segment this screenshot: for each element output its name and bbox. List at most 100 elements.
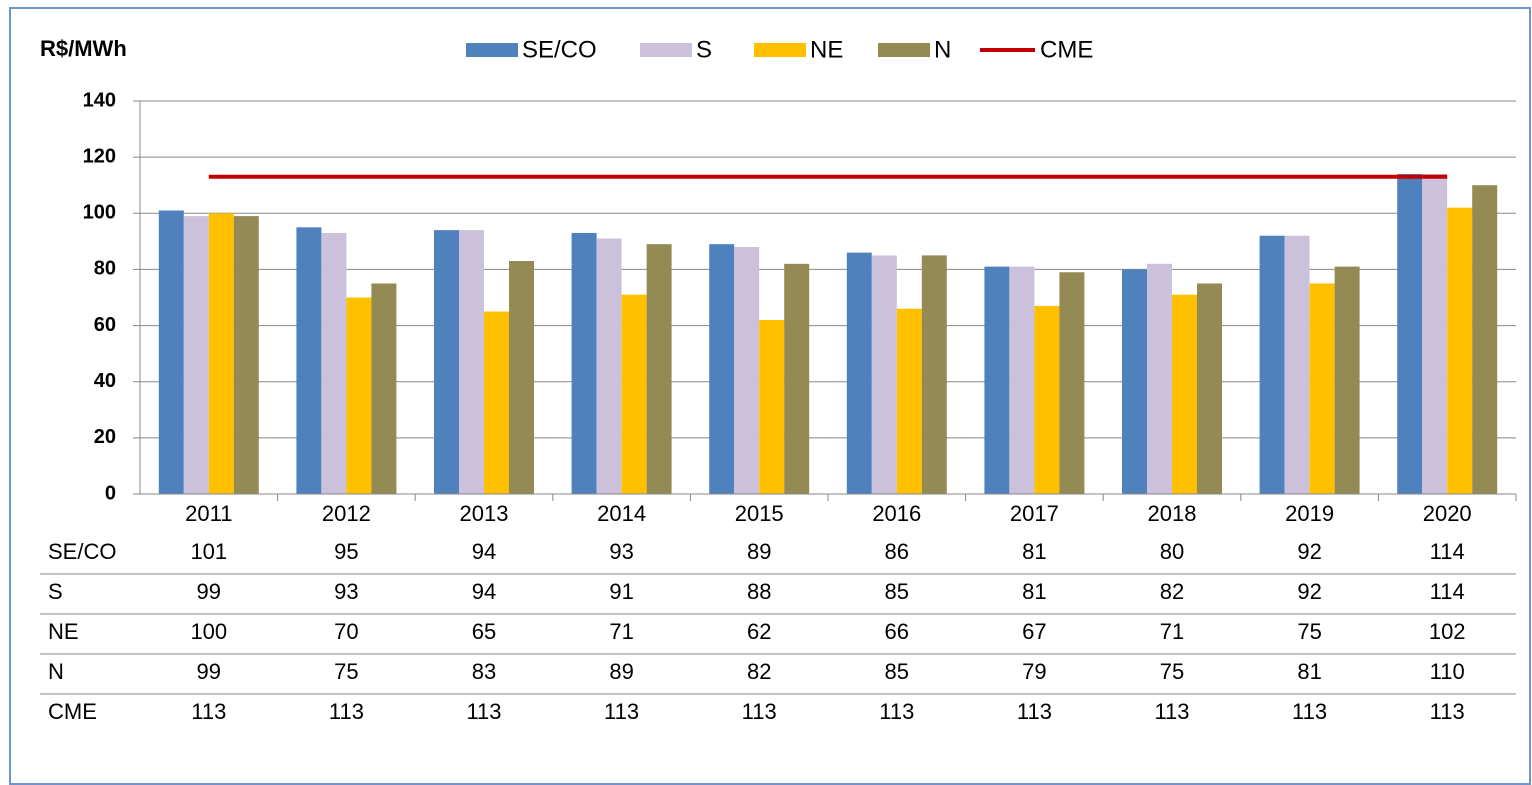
legend-label: NE	[810, 36, 843, 63]
bar	[1172, 294, 1197, 494]
bar	[896, 308, 922, 494]
table-cell: 79	[1022, 659, 1046, 684]
table-cell: 81	[1022, 539, 1046, 564]
table-cell: 71	[609, 619, 633, 644]
x-tick-label: 2016	[872, 501, 921, 526]
table-cell: 88	[747, 579, 771, 604]
table-cell: 99	[197, 659, 221, 684]
table-cell: 95	[334, 539, 358, 564]
table-row-label: CME	[48, 699, 97, 724]
bar	[1422, 173, 1448, 494]
table-cell: 75	[334, 659, 358, 684]
y-tick-label: 100	[83, 202, 116, 224]
x-tick-label: 2018	[1148, 501, 1197, 526]
legend-swatch	[754, 43, 806, 57]
bar	[434, 230, 459, 494]
table-row-label: NE	[48, 619, 79, 644]
table-cell: 113	[1017, 699, 1052, 724]
table-cell: 81	[1297, 659, 1321, 684]
bar	[1472, 185, 1498, 494]
table-cell: 82	[1160, 579, 1184, 604]
table-cell: 89	[747, 539, 771, 564]
bar	[1334, 266, 1360, 494]
bar	[734, 246, 760, 494]
bar	[1309, 283, 1335, 494]
table-cell: 82	[747, 659, 771, 684]
bar	[346, 297, 372, 494]
bar	[571, 232, 597, 494]
table-cell: 113	[1154, 699, 1189, 724]
table-row-label: SE/CO	[48, 539, 116, 564]
bar	[321, 232, 347, 494]
y-tick-label: 20	[94, 426, 116, 448]
y-tick-label: 80	[94, 258, 116, 280]
bar	[709, 244, 735, 494]
bar	[1197, 283, 1222, 494]
bar	[1147, 263, 1172, 494]
bar	[621, 294, 647, 494]
bar	[1059, 272, 1085, 494]
bar	[1259, 235, 1285, 494]
bar	[871, 255, 897, 494]
y-axis-label: R$/MWh	[40, 36, 127, 61]
bar	[233, 216, 259, 495]
table-cell: 86	[885, 539, 909, 564]
bar	[846, 252, 872, 494]
bar	[371, 283, 397, 494]
bar	[1397, 173, 1423, 494]
table-cell: 113	[879, 699, 914, 724]
bar	[759, 319, 785, 494]
table-row-label: N	[48, 659, 64, 684]
bar	[1034, 305, 1060, 494]
table-cell: 81	[1022, 579, 1046, 604]
table-cell: 94	[472, 539, 496, 564]
table-cell: 66	[885, 619, 909, 644]
table-cell: 100	[190, 619, 227, 644]
bar	[459, 230, 484, 494]
table-cell: 113	[329, 699, 364, 724]
table-cell: 92	[1297, 539, 1321, 564]
table-cell: 93	[609, 539, 633, 564]
legend-swatch	[466, 43, 518, 57]
table-cell: 67	[1022, 619, 1046, 644]
table-cell: 93	[334, 579, 358, 604]
bar	[646, 244, 672, 494]
bar	[1009, 266, 1035, 494]
y-tick-label: 0	[105, 482, 116, 504]
table-cell: 113	[191, 699, 226, 724]
bar	[158, 210, 184, 494]
table-cell: 92	[1297, 579, 1321, 604]
x-tick-label: 2014	[597, 501, 646, 526]
x-tick-label: 2013	[460, 501, 509, 526]
bar	[183, 216, 209, 495]
table-cell: 113	[604, 699, 639, 724]
table-cell: 113	[742, 699, 777, 724]
x-tick-label: 2015	[735, 501, 784, 526]
x-tick-label: 2017	[1010, 501, 1059, 526]
table-row-label: S	[48, 579, 63, 604]
table-cell: 70	[334, 619, 358, 644]
bar	[1284, 235, 1310, 494]
bar	[484, 311, 509, 494]
bar	[1447, 207, 1473, 494]
bar	[208, 213, 234, 495]
table-cell: 83	[472, 659, 496, 684]
table-cell: 80	[1160, 539, 1184, 564]
table-cell: 71	[1160, 619, 1184, 644]
x-tick-label: 2011	[185, 501, 232, 526]
bar	[921, 255, 947, 494]
bar	[296, 227, 322, 495]
table-cell: 91	[609, 579, 633, 604]
table-cell: 89	[609, 659, 633, 684]
table-cell: 62	[747, 619, 771, 644]
x-tick-label: 2020	[1423, 501, 1472, 526]
legend-swatch	[640, 43, 692, 57]
table-cell: 101	[190, 539, 227, 564]
bar	[1122, 269, 1147, 494]
table-cell: 65	[472, 619, 496, 644]
table-cell: 75	[1297, 619, 1321, 644]
table-cell: 114	[1430, 539, 1465, 564]
table-cell: 113	[1292, 699, 1327, 724]
y-tick-label: 140	[83, 89, 116, 111]
